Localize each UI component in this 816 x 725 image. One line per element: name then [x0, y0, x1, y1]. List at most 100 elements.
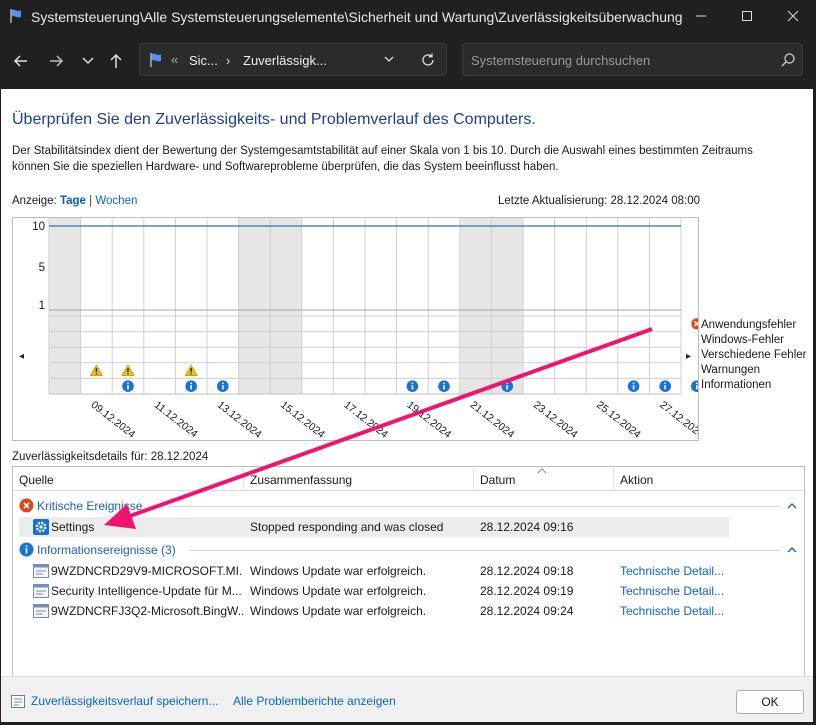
group-information-events[interactable]: Informationsereignisse (3) [19, 541, 799, 559]
table-row[interactable]: Settings Stopped responding and was clos… [19, 517, 729, 537]
info-icon-dot [190, 382, 192, 385]
address-dropdown-icon[interactable] [383, 53, 395, 68]
table-row[interactable]: 9WZDNCRD29V9-MICROSOFT.MI... Windows Upd… [19, 561, 729, 581]
minimize-button[interactable] [678, 0, 724, 32]
info-icon-bar [443, 385, 445, 390]
warning-icon-mark [95, 368, 98, 373]
flag-icon [148, 52, 164, 71]
info-icon-dot [127, 382, 129, 385]
address-bar[interactable]: « Sic... › Zuverlässigk... [139, 43, 447, 76]
overflow-chevron[interactable]: « [171, 52, 179, 67]
day-column [270, 218, 302, 394]
view-selector: Anzeige: Tage | Wochen [12, 195, 137, 207]
refresh-icon[interactable] [420, 52, 436, 71]
day-column [396, 218, 429, 394]
collapse-chevron-icon[interactable] [787, 499, 797, 513]
annotation-arrow-shaft [129, 327, 653, 518]
column-header-action[interactable]: Aktion [614, 467, 804, 491]
breadcrumb-security[interactable]: Sic... [189, 53, 218, 68]
day-column [207, 218, 239, 394]
window-title: Systemsteuerung\Alle Systemsteuerungsele… [31, 9, 683, 25]
view-weeks-link[interactable]: Wochen [95, 195, 138, 207]
day-column [491, 218, 523, 394]
info-icon-bar [190, 385, 192, 390]
legend-application-errors: Anwendungsfehler [701, 319, 797, 331]
info-icon [19, 542, 34, 560]
group-critical-label: Kritische Ereignisse [37, 499, 143, 513]
collapse-chevron-icon[interactable] [787, 543, 797, 557]
legend-misc-errors: Verschiedene Fehler [701, 349, 807, 361]
table-row[interactable]: 9WZDNCRFJ3Q2-Microsoft.BingW... Windows … [19, 601, 729, 621]
column-header-summary[interactable]: Zusammenfassung [244, 467, 473, 491]
info-icon-dot [506, 382, 508, 385]
view-label: Anzeige: [12, 195, 57, 207]
view-all-reports-link[interactable]: Alle Problemberichte anzeigen [233, 694, 396, 708]
flag-icon [8, 8, 24, 27]
sort-ascending-icon [537, 467, 547, 477]
maximize-button[interactable] [724, 0, 770, 32]
column-header-source[interactable]: Quelle [13, 467, 243, 491]
chart-legend: Anwendungsfehler Windows-Fehler Verschie… [701, 318, 806, 393]
cell-source: 9WZDNCRFJ3Q2-Microsoft.BingW... [51, 604, 243, 618]
navigation-bar [0, 32, 816, 88]
warning-icon-dot [95, 373, 98, 375]
technical-details-link[interactable]: Technische Detail... [620, 604, 725, 618]
day-column [586, 218, 618, 394]
cell-date: 28.12.2024 09:18 [480, 564, 574, 578]
breadcrumb-reliability[interactable]: Zuverlässigk... [243, 53, 327, 68]
day-column [428, 218, 460, 394]
warning-icon-dot [127, 373, 129, 375]
critical-error-icon [19, 498, 34, 516]
cell-source: Settings [51, 520, 95, 534]
recent-locations-button[interactable] [76, 49, 100, 73]
view-days-link[interactable]: Tage [59, 195, 86, 207]
page-description: Der Stabilitätsindex dient der Bewertung… [12, 145, 753, 173]
column-header-date[interactable]: Datum [474, 467, 613, 491]
ok-button[interactable]: OK [736, 690, 804, 714]
breadcrumb-separator-icon: › [226, 53, 231, 68]
last-update-text: Letzte Aktualisierung: 28.12.2024 08:00 [498, 195, 701, 207]
search-box[interactable] [462, 43, 803, 76]
technical-details-link[interactable]: Technische Detail... [620, 564, 725, 578]
details-grid: Quelle Zusammenfassung Datum Aktion Krit… [12, 466, 805, 677]
update-icon [33, 604, 49, 621]
column-divider[interactable] [613, 467, 614, 491]
column-divider[interactable] [243, 467, 244, 491]
y-axis-panel [13, 218, 49, 394]
day-column [143, 218, 176, 394]
day-column [238, 218, 271, 394]
save-history-link[interactable]: Zuverlässigkeitsverlauf speichern... [31, 694, 219, 708]
up-button[interactable] [104, 49, 128, 73]
y-tick-label: 10 [32, 221, 45, 233]
info-icon-dot [632, 382, 635, 385]
cell-summary: Windows Update war erfolgreich. [250, 604, 427, 618]
cell-source: 9WZDNCRD29V9-MICROSOFT.MI... [51, 564, 243, 578]
back-button[interactable] [9, 49, 33, 73]
view-separator: | [89, 195, 93, 207]
column-divider[interactable] [473, 467, 474, 491]
search-input[interactable] [471, 51, 771, 69]
info-icon-dot [696, 382, 698, 385]
cell-date: 28.12.2024 09:16 [480, 520, 574, 534]
forward-button[interactable] [44, 49, 68, 73]
table-row[interactable]: Security Intelligence-Update für M... Wi… [19, 581, 729, 601]
cell-summary: Windows Update war erfolgreich. [250, 584, 427, 598]
day-column [301, 218, 334, 394]
footer-bar: Zuverlässigkeitsverlauf speichern... All… [1, 676, 813, 722]
legend-information: Informationen [701, 379, 772, 391]
legend-windows-errors: Windows-Fehler [701, 334, 785, 346]
group-divider [189, 550, 781, 551]
cell-date: 28.12.2024 09:19 [480, 584, 574, 598]
close-button[interactable] [770, 0, 816, 32]
info-icon-bar [411, 385, 414, 390]
reliability-chart[interactable]: 10 5 1 ◂ ▸ 09.12.2024 11.12.2024 13.12.2024 15.1… [12, 217, 706, 441]
details-label: Zuverlässigkeitsdetails für: 28.12.2024 [12, 451, 209, 463]
scroll-left-arrow: ◂ [19, 351, 24, 362]
group-critical-events[interactable]: Kritische Ereignisse [19, 497, 799, 515]
search-icon[interactable] [781, 53, 795, 70]
info-icon-bar [664, 385, 666, 390]
technical-details-link[interactable]: Technische Detail... [620, 584, 725, 598]
info-icon-bar [127, 385, 129, 390]
day-column [459, 218, 492, 394]
